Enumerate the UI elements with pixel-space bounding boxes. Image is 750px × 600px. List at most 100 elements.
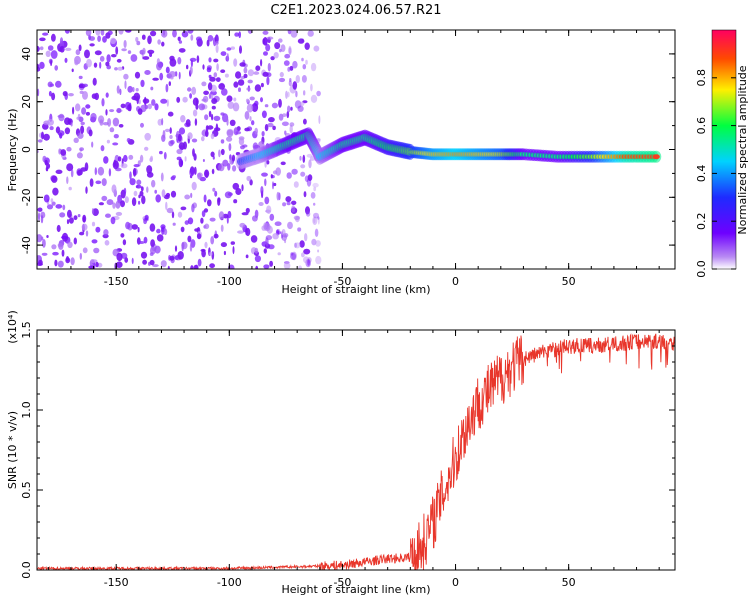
- noise-blob: [235, 71, 242, 79]
- noise-blob: [135, 184, 142, 189]
- noise-blob: [212, 187, 216, 192]
- snr-y-axis: 0.0 0.5 1.0 1.5: [20, 321, 675, 579]
- noise-blob: [159, 72, 164, 81]
- noise-blob: [221, 88, 228, 96]
- noise-blob: [278, 113, 284, 121]
- noise-blob: [89, 43, 95, 47]
- noise-blob: [186, 64, 189, 70]
- noise-blob: [136, 40, 141, 46]
- noise-blob: [295, 90, 298, 98]
- noise-blob: [268, 244, 275, 250]
- noise-blob: [78, 75, 83, 80]
- noise-blob: [100, 145, 105, 152]
- noise-blob: [79, 147, 84, 152]
- noise-blob: [220, 242, 227, 248]
- noise-blob: [238, 137, 245, 146]
- noise-blob: [309, 156, 315, 161]
- noise-blob: [192, 109, 198, 117]
- noise-blob: [74, 59, 79, 66]
- noise-blob: [114, 154, 120, 163]
- noise-blob: [105, 109, 108, 116]
- noise-blob: [313, 212, 319, 219]
- ridge-core: [652, 154, 660, 160]
- noise-blob: [171, 211, 175, 219]
- noise-blob: [106, 65, 111, 70]
- noise-blob: [47, 118, 54, 126]
- noise-blob: [119, 88, 122, 96]
- noise-blob: [226, 136, 233, 142]
- noise-blob: [51, 175, 58, 183]
- noise-blob: [47, 81, 53, 88]
- noise-blob: [37, 212, 41, 221]
- noise-blob: [71, 68, 74, 73]
- noise-blob: [192, 97, 199, 106]
- noise-blob: [58, 113, 65, 122]
- noise-blob: [160, 260, 167, 268]
- noise-blob: [39, 37, 46, 42]
- noise-blob: [127, 50, 132, 54]
- spectrogram-y-label: Frequency (Hz): [6, 109, 19, 192]
- noise-blob: [55, 169, 63, 174]
- noise-blob: [307, 257, 312, 263]
- noise-blob: [70, 257, 75, 266]
- noise-blob: [267, 122, 274, 128]
- noise-blob: [177, 211, 183, 218]
- noise-blob: [64, 57, 68, 63]
- noise-blob: [85, 30, 92, 37]
- noise-blob: [262, 30, 269, 35]
- noise-blob: [213, 115, 221, 122]
- noise-blob: [172, 30, 177, 38]
- noise-blob: [159, 150, 163, 155]
- noise-blob: [120, 103, 126, 109]
- noise-blob: [146, 186, 149, 193]
- noise-blob: [203, 90, 210, 96]
- noise-blob: [201, 81, 207, 87]
- spectrogram-x-axis: -150 -100 -50 0 50: [47, 30, 660, 288]
- noise-blob: [249, 96, 255, 101]
- noise-blob: [247, 79, 253, 84]
- noise-blob: [202, 64, 205, 70]
- noise-blob: [101, 98, 105, 107]
- noise-blob: [156, 234, 164, 242]
- noise-blob: [306, 177, 312, 187]
- noise-blob: [245, 227, 251, 237]
- noise-blob: [72, 106, 75, 115]
- noise-blob: [241, 212, 249, 216]
- noise-blob: [113, 134, 119, 139]
- noise-blob: [246, 87, 251, 91]
- noise-blob: [190, 168, 195, 176]
- noise-blob: [76, 116, 80, 120]
- noise-blob: [254, 247, 259, 254]
- noise-blob: [170, 190, 177, 198]
- noise-blob: [131, 257, 134, 264]
- noise-blob: [146, 165, 153, 174]
- noise-blob: [220, 112, 225, 116]
- noise-blob: [94, 50, 102, 56]
- noise-blob: [263, 248, 267, 254]
- noise-blob: [211, 168, 215, 175]
- noise-blob: [155, 194, 161, 203]
- noise-blob: [302, 63, 307, 70]
- noise-blob: [265, 43, 271, 52]
- noise-blob: [59, 132, 63, 139]
- noise-blob: [286, 111, 290, 119]
- noise-blob: [150, 239, 156, 248]
- noise-blob: [281, 229, 286, 236]
- noise-blob: [172, 175, 176, 179]
- x-tick-label: -150: [104, 576, 129, 589]
- noise-blob: [185, 119, 191, 127]
- noise-blob: [40, 215, 44, 224]
- noise-blob: [99, 119, 104, 126]
- noise-blob: [110, 216, 116, 225]
- noise-blob: [180, 159, 184, 167]
- noise-blob: [312, 182, 319, 188]
- noise-blob: [97, 166, 105, 176]
- noise-blob: [68, 217, 74, 224]
- noise-blob: [290, 106, 293, 111]
- noise-blob: [184, 194, 191, 200]
- noise-blob: [220, 224, 224, 232]
- noise-blob: [78, 84, 84, 88]
- noise-blob: [240, 145, 245, 150]
- noise-blob: [191, 86, 197, 95]
- noise-blob: [315, 240, 321, 247]
